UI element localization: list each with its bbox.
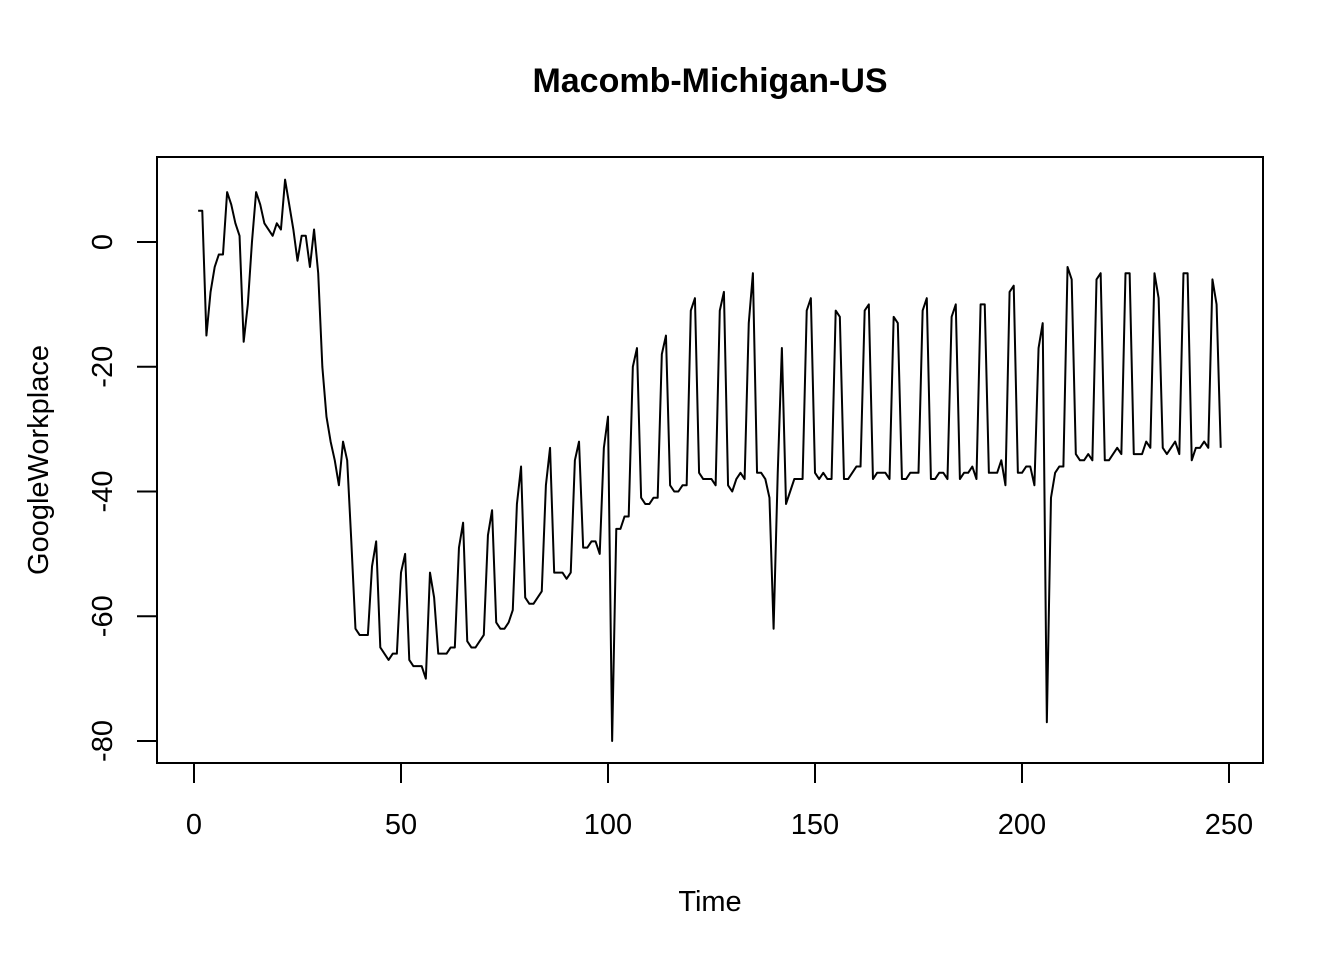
- x-tick-label: 200: [998, 809, 1046, 841]
- y-axis-label: GoogleWorkplace: [23, 345, 55, 575]
- x-axis-label: Time: [678, 886, 741, 918]
- plot-frame: [156, 156, 1264, 764]
- series-line: [198, 178, 1222, 742]
- x-tick-label: 250: [1205, 809, 1253, 841]
- chart-title: Macomb-Michigan-US: [532, 62, 887, 100]
- y-tick-label: -40: [87, 471, 119, 513]
- x-tick-label: 50: [385, 809, 417, 841]
- y-tick-label: 0: [87, 234, 119, 250]
- x-tick-label: 0: [186, 809, 202, 841]
- x-axis: 0 50 100 150 200 250: [186, 762, 1253, 841]
- y-tick-label: -80: [87, 720, 119, 762]
- y-axis: 0 -20 -40 -60 -80: [87, 234, 158, 762]
- x-tick-label: 100: [584, 809, 632, 841]
- y-tick-label: -60: [87, 595, 119, 637]
- x-tick-label: 150: [791, 809, 839, 841]
- y-tick-label: -20: [87, 346, 119, 388]
